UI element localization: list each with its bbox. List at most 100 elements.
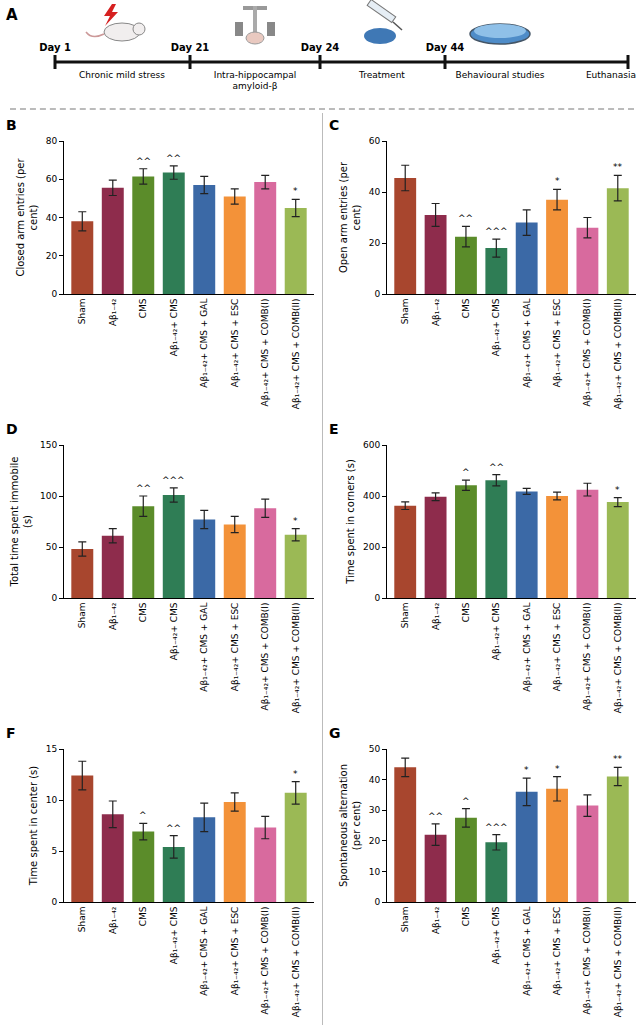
svg-text:*: * [524, 765, 529, 775]
svg-text:Total time spent immobile(s): Total time spent immobile(s) [9, 457, 33, 588]
svg-text:50: 50 [369, 744, 381, 754]
svg-text:*: * [293, 186, 298, 196]
svg-text:Aβ₁₋₄₂+ CMS: Aβ₁₋₄₂+ CMS [491, 602, 501, 660]
svg-text:Aβ₁₋₄₂+ CMS + ESC: Aβ₁₋₄₂+ CMS + ESC [230, 299, 240, 388]
svg-text:^^^: ^^^ [485, 226, 508, 236]
svg-text:Aβ₁₋₄₂+ CMS: Aβ₁₋₄₂+ CMS [169, 602, 179, 660]
svg-text:CMS: CMS [461, 906, 471, 926]
svg-text:Time spent in center (s): Time spent in center (s) [28, 766, 39, 887]
svg-text:Aβ₁₋₄₂+ CMS + COMB(I): Aβ₁₋₄₂+ CMS + COMB(I) [260, 603, 270, 711]
svg-text:C: C [329, 117, 339, 133]
svg-text:^^^: ^^^ [485, 822, 508, 832]
svg-text:Sham: Sham [400, 907, 410, 933]
svg-text:Aβ₁₋₄₂: Aβ₁₋₄₂ [108, 602, 118, 630]
svg-text:0: 0 [374, 897, 380, 907]
svg-text:40: 40 [369, 187, 381, 197]
svg-text:^^: ^^ [458, 213, 473, 223]
svg-text:80: 80 [46, 136, 58, 146]
svg-text:Intra-hippocampalamyloid-β: Intra-hippocampalamyloid-β [214, 70, 296, 91]
svg-text:40: 40 [46, 213, 58, 223]
svg-text:CMS: CMS [461, 298, 471, 318]
svg-text:200: 200 [363, 542, 380, 552]
svg-text:0: 0 [374, 289, 380, 299]
svg-text:^^: ^^ [136, 156, 151, 166]
svg-text:40: 40 [369, 775, 381, 785]
svg-text:Aβ₁₋₄₂+ CMS + GAL: Aβ₁₋₄₂+ CMS + GAL [199, 299, 209, 388]
svg-text:Treatment: Treatment [358, 70, 405, 80]
svg-text:Euthanasia: Euthanasia [586, 70, 636, 80]
svg-text:0: 0 [51, 593, 57, 603]
svg-text:Closed arm entries (percent): Closed arm entries (percent) [15, 158, 39, 277]
svg-text:**: ** [613, 754, 623, 764]
svg-text:50: 50 [46, 542, 58, 552]
svg-text:150: 150 [40, 440, 57, 450]
svg-text:Open arm entries (percent): Open arm entries (percent) [338, 161, 362, 273]
svg-text:Day 44: Day 44 [426, 42, 465, 53]
svg-text:Aβ₁₋₄₂+ CMS + GAL: Aβ₁₋₄₂+ CMS + GAL [522, 907, 532, 996]
svg-text:*: * [293, 516, 298, 526]
svg-text:D: D [6, 421, 18, 437]
svg-text:Aβ₁₋₄₂+ CMS + COMB(I): Aβ₁₋₄₂+ CMS + COMB(I) [260, 299, 270, 407]
svg-text:*: * [293, 769, 298, 779]
svg-text:Aβ₁₋₄₂+ CMS + ESC: Aβ₁₋₄₂+ CMS + ESC [230, 907, 240, 996]
svg-text:*: * [555, 764, 560, 774]
svg-text:Day 1: Day 1 [39, 42, 71, 53]
svg-text:Sham: Sham [77, 603, 87, 629]
svg-text:CMS: CMS [138, 602, 148, 622]
svg-text:Day 21: Day 21 [171, 42, 210, 53]
svg-text:*: * [615, 485, 620, 495]
svg-text:Sham: Sham [400, 603, 410, 629]
svg-text:Aβ₁₋₄₂+ CMS + GAL: Aβ₁₋₄₂+ CMS + GAL [199, 907, 209, 996]
svg-text:CMS: CMS [138, 906, 148, 926]
svg-text:5: 5 [51, 846, 57, 856]
svg-text:20: 20 [369, 238, 381, 248]
svg-text:Chronic mild stress: Chronic mild stress [79, 70, 165, 80]
svg-text:0: 0 [51, 897, 57, 907]
svg-text:100: 100 [40, 491, 57, 501]
svg-text:^: ^ [462, 467, 470, 477]
svg-text:600: 600 [363, 440, 380, 450]
svg-text:10: 10 [46, 795, 58, 805]
svg-text:Aβ₁₋₄₂+ CMS + COMB(I): Aβ₁₋₄₂+ CMS + COMB(I) [582, 299, 592, 407]
svg-text:Aβ₁₋₄₂+ CMS + ESC: Aβ₁₋₄₂+ CMS + ESC [230, 603, 240, 692]
svg-text:^^: ^^ [136, 483, 151, 493]
svg-text:^^: ^^ [428, 811, 443, 821]
svg-text:B: B [6, 117, 17, 133]
svg-text:Aβ₁₋₄₂+ CMS + GAL: Aβ₁₋₄₂+ CMS + GAL [522, 299, 532, 388]
svg-text:Behavioural studies: Behavioural studies [456, 70, 545, 80]
svg-text:E: E [329, 421, 339, 437]
svg-text:0: 0 [374, 593, 380, 603]
svg-text:10: 10 [369, 867, 381, 877]
svg-text:CMS: CMS [138, 298, 148, 318]
svg-text:^: ^ [139, 810, 147, 820]
svg-text:400: 400 [363, 491, 380, 501]
svg-text:Aβ₁₋₄₂: Aβ₁₋₄₂ [108, 906, 118, 934]
svg-text:Aβ₁₋₄₂: Aβ₁₋₄₂ [431, 298, 441, 326]
svg-text:20: 20 [46, 251, 58, 261]
svg-text:^: ^ [462, 796, 470, 806]
svg-text:Sham: Sham [400, 299, 410, 325]
svg-text:Aβ₁₋₄₂+ CMS + COMB(II): Aβ₁₋₄₂+ CMS + COMB(II) [291, 299, 301, 410]
svg-text:^^^: ^^^ [162, 475, 185, 485]
svg-text:**: ** [613, 162, 623, 172]
svg-text:Time spent in corners (s): Time spent in corners (s) [345, 459, 356, 585]
svg-text:F: F [6, 725, 16, 741]
svg-text:Aβ₁₋₄₂+ CMS: Aβ₁₋₄₂+ CMS [169, 298, 179, 356]
svg-text:^^: ^^ [166, 823, 181, 833]
svg-text:60: 60 [46, 174, 58, 184]
svg-text:Aβ₁₋₄₂+ CMS: Aβ₁₋₄₂+ CMS [491, 298, 501, 356]
svg-text:Sham: Sham [77, 299, 87, 325]
svg-text:Sham: Sham [77, 907, 87, 933]
svg-text:Aβ₁₋₄₂+ CMS + GAL: Aβ₁₋₄₂+ CMS + GAL [199, 603, 209, 692]
svg-text:^^: ^^ [489, 462, 504, 472]
svg-text:Aβ₁₋₄₂+ CMS + GAL: Aβ₁₋₄₂+ CMS + GAL [522, 603, 532, 692]
svg-text:30: 30 [369, 805, 381, 815]
svg-text:G: G [329, 725, 341, 741]
svg-text:Aβ₁₋₄₂+ CMS: Aβ₁₋₄₂+ CMS [491, 906, 501, 964]
svg-text:Aβ₁₋₄₂+ CMS + COMB(II): Aβ₁₋₄₂+ CMS + COMB(II) [613, 603, 623, 714]
svg-text:Aβ₁₋₄₂+ CMS + COMB(II): Aβ₁₋₄₂+ CMS + COMB(II) [613, 299, 623, 410]
svg-text:Aβ₁₋₄₂+ CMS + ESC: Aβ₁₋₄₂+ CMS + ESC [552, 907, 562, 996]
svg-text:Aβ₁₋₄₂+ CMS + COMB(II): Aβ₁₋₄₂+ CMS + COMB(II) [291, 603, 301, 714]
svg-text:Spontaneous alternation(per ce: Spontaneous alternation(per cent) [338, 764, 362, 887]
svg-text:Aβ₁₋₄₂+ CMS + COMB(I): Aβ₁₋₄₂+ CMS + COMB(I) [582, 907, 592, 1015]
